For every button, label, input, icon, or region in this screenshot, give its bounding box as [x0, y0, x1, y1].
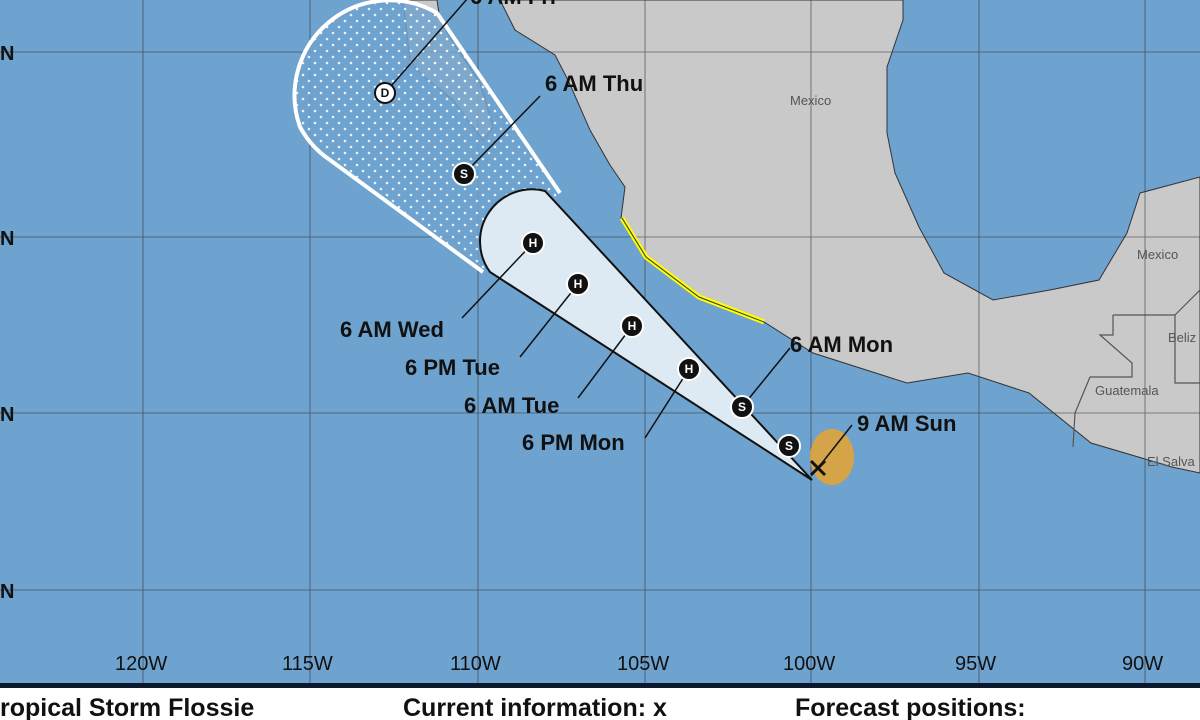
forecast-marker-letter: H: [685, 362, 694, 376]
longitude-label: 120W: [115, 653, 167, 675]
longitude-label: 90W: [1122, 653, 1163, 675]
forecast-cone-outer: [292, 0, 562, 274]
forecast-time-label: 6 AM Mon: [790, 332, 893, 357]
forecast-marker-h-icon: [566, 272, 590, 296]
forecast-marker-h-icon: [677, 357, 701, 381]
country-label: Guatemala: [1095, 383, 1159, 398]
country-label: Beliz: [1168, 330, 1196, 345]
country-label: El Salva: [1147, 454, 1195, 469]
longitude-label: 105W: [617, 653, 669, 675]
leader-line: [519, 283, 579, 358]
country-label: Mexico: [1137, 247, 1178, 262]
leader-line: [741, 347, 791, 408]
forecast-marker-letter: D: [381, 86, 390, 100]
forecast-time-label: 6 PM Mon: [522, 430, 625, 455]
forecast-marker-d-icon: [374, 82, 396, 104]
leader-line: [577, 325, 633, 399]
forecast-cone-inner: [479, 188, 813, 481]
map-border: [0, 683, 1200, 688]
leader-line: [463, 95, 541, 175]
latitude-label: N: [0, 404, 14, 426]
forecast-marker-letter: S: [460, 167, 468, 181]
longitude-label: 100W: [783, 653, 835, 675]
current-wind-field: [810, 429, 854, 485]
forecast-time-label: 6 AM Wed: [340, 317, 444, 342]
country-borders: [1072, 289, 1200, 448]
leader-line: [461, 242, 534, 319]
storm-name: ropical Storm Flossie: [0, 694, 254, 720]
forecast-marker-letter: S: [785, 439, 793, 453]
current-information-legend: Current information: x: [403, 694, 667, 720]
leader-line: [644, 368, 690, 439]
forecast-marker-letter: S: [738, 400, 746, 414]
forecast-marker-letter: H: [628, 319, 637, 333]
forecast-marker-s-icon: [452, 162, 476, 186]
forecast-time-label: 6 PM Tue: [405, 355, 500, 380]
forecast-marker-letter: H: [529, 236, 538, 250]
forecast-time-label: 6 AM Thu: [545, 71, 643, 96]
forecast-positions-legend: Forecast positions:: [795, 694, 1026, 720]
current-position-x-icon: [809, 459, 827, 477]
forecast-marker-s-icon: [777, 434, 801, 458]
leader-line: [384, 0, 468, 94]
longitude-label: 115W: [282, 653, 333, 675]
forecast-time-label: 6 AM Fri: [470, 0, 556, 9]
forecast-time-label: 9 AM Sun: [857, 411, 956, 436]
latitude-label: N: [0, 43, 14, 65]
legend-bar: [0, 688, 1200, 720]
forecast-marker-s-icon: [730, 395, 754, 419]
forecast-marker-h-icon: [620, 314, 644, 338]
latitude-label: N: [0, 228, 14, 250]
latitude-label: N: [0, 581, 14, 603]
forecast-marker-letter: H: [574, 277, 583, 291]
longitude-label: 95W: [955, 653, 996, 675]
forecast-time-label: 6 AM Tue: [464, 393, 559, 418]
mainland-mexico: [499, 0, 1200, 474]
forecast-marker-h-icon: [521, 231, 545, 255]
country-label: Mexico: [790, 93, 831, 108]
longitude-label: 110W: [450, 653, 501, 675]
